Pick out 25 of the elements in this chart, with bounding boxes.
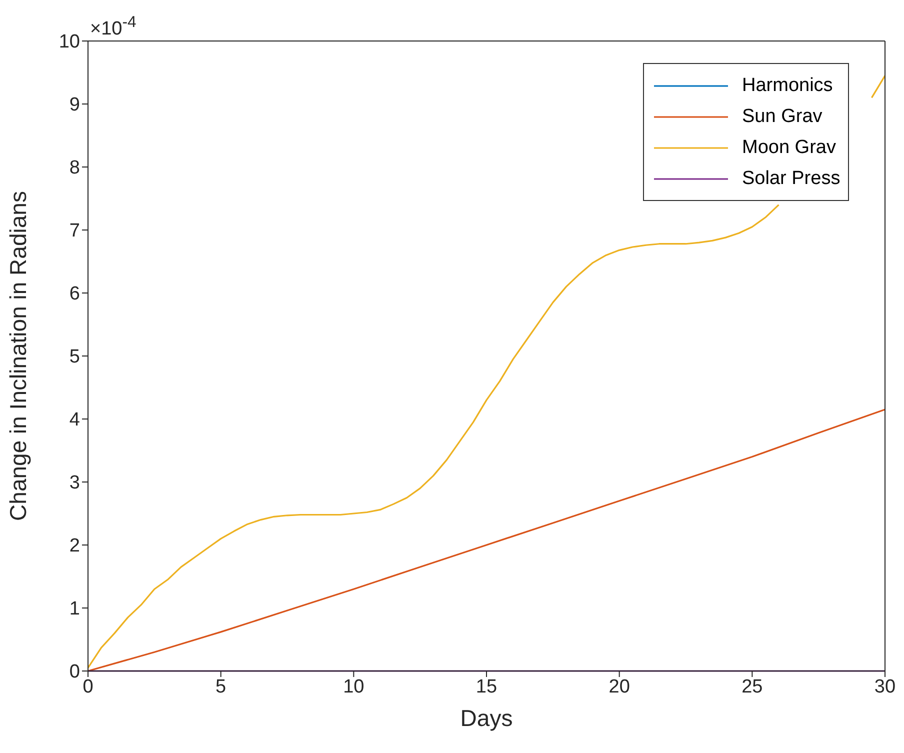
y-tick-label: 2 (69, 536, 80, 557)
y-tick-label: 3 (69, 472, 80, 494)
legend-label: Solar Press (742, 168, 840, 190)
y-tick-label: 9 (69, 94, 80, 116)
x-tick-label: 10 (343, 676, 364, 698)
x-tick-label: 15 (476, 676, 498, 698)
legend-label: Harmonics (742, 74, 833, 96)
x-tick-label: 25 (742, 676, 763, 698)
x-tick-label: 30 (874, 676, 896, 698)
y-tick-label: 0 (69, 662, 80, 683)
x-axis-title: Days (460, 705, 513, 731)
y-tick-label: 1 (69, 598, 80, 620)
y-tick-label: 7 (69, 220, 80, 242)
x-tick-label: 0 (82, 676, 94, 698)
y-axis-title: Change in Inclination in Radians (5, 191, 32, 521)
y-tick-label: 8 (69, 158, 80, 179)
y-tick-label: 5 (69, 346, 80, 368)
text: ×10$^{-4}$ (90, 14, 136, 40)
legend-label: Moon Grav (742, 136, 836, 158)
legend-label: Sun Grav (742, 106, 822, 128)
x-tick-label: 20 (608, 676, 630, 698)
y-tick-label: 4 (69, 410, 80, 431)
y-tick-label: 6 (69, 284, 80, 305)
x-tick-label: 5 (216, 676, 226, 698)
y-tick-label: 10 (58, 32, 80, 53)
